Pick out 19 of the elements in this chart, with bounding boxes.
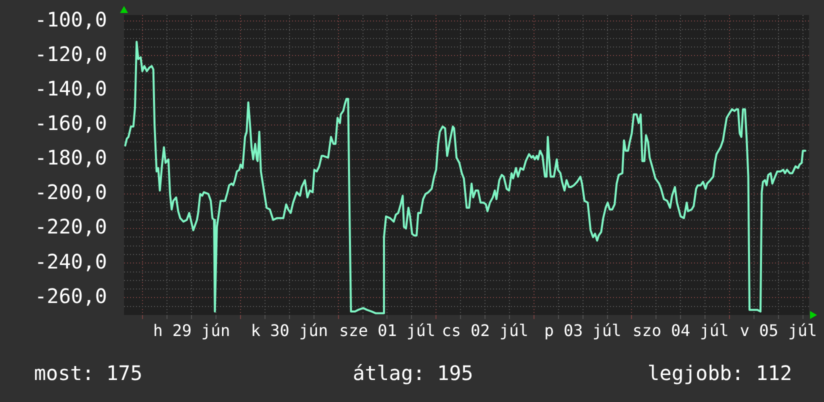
- x-tick-label: p 03 júl: [544, 320, 622, 340]
- x-tick-label: szo 04 júl: [632, 320, 729, 340]
- y-tick-label: -100,0: [34, 7, 107, 32]
- y-tick-label: -160,0: [34, 111, 107, 135]
- y-tick-label: -220,0: [34, 214, 107, 239]
- x-tick-label: v 05 júl: [740, 320, 817, 340]
- text: átlag: 195: [352, 361, 474, 386]
- y-tick-label: -240,0: [34, 249, 107, 274]
- x-tick-label: k 30 jún: [250, 320, 328, 340]
- x-tick-label: cs 02 júl: [442, 320, 528, 340]
- y-tick-label: -120,0: [34, 42, 107, 66]
- x-tick-label: sze 01 júl: [339, 320, 436, 340]
- x-tick-label: h 29 jún: [153, 320, 230, 340]
- text: legjobb: 112: [648, 361, 792, 386]
- y-tick-label: -200,0: [34, 180, 107, 204]
- y-tick-label: -260,0: [34, 284, 107, 308]
- text: most: 175: [34, 361, 142, 386]
- y-tick-label: -180,0: [34, 146, 107, 170]
- y-tick-label: -140,0: [34, 76, 107, 100]
